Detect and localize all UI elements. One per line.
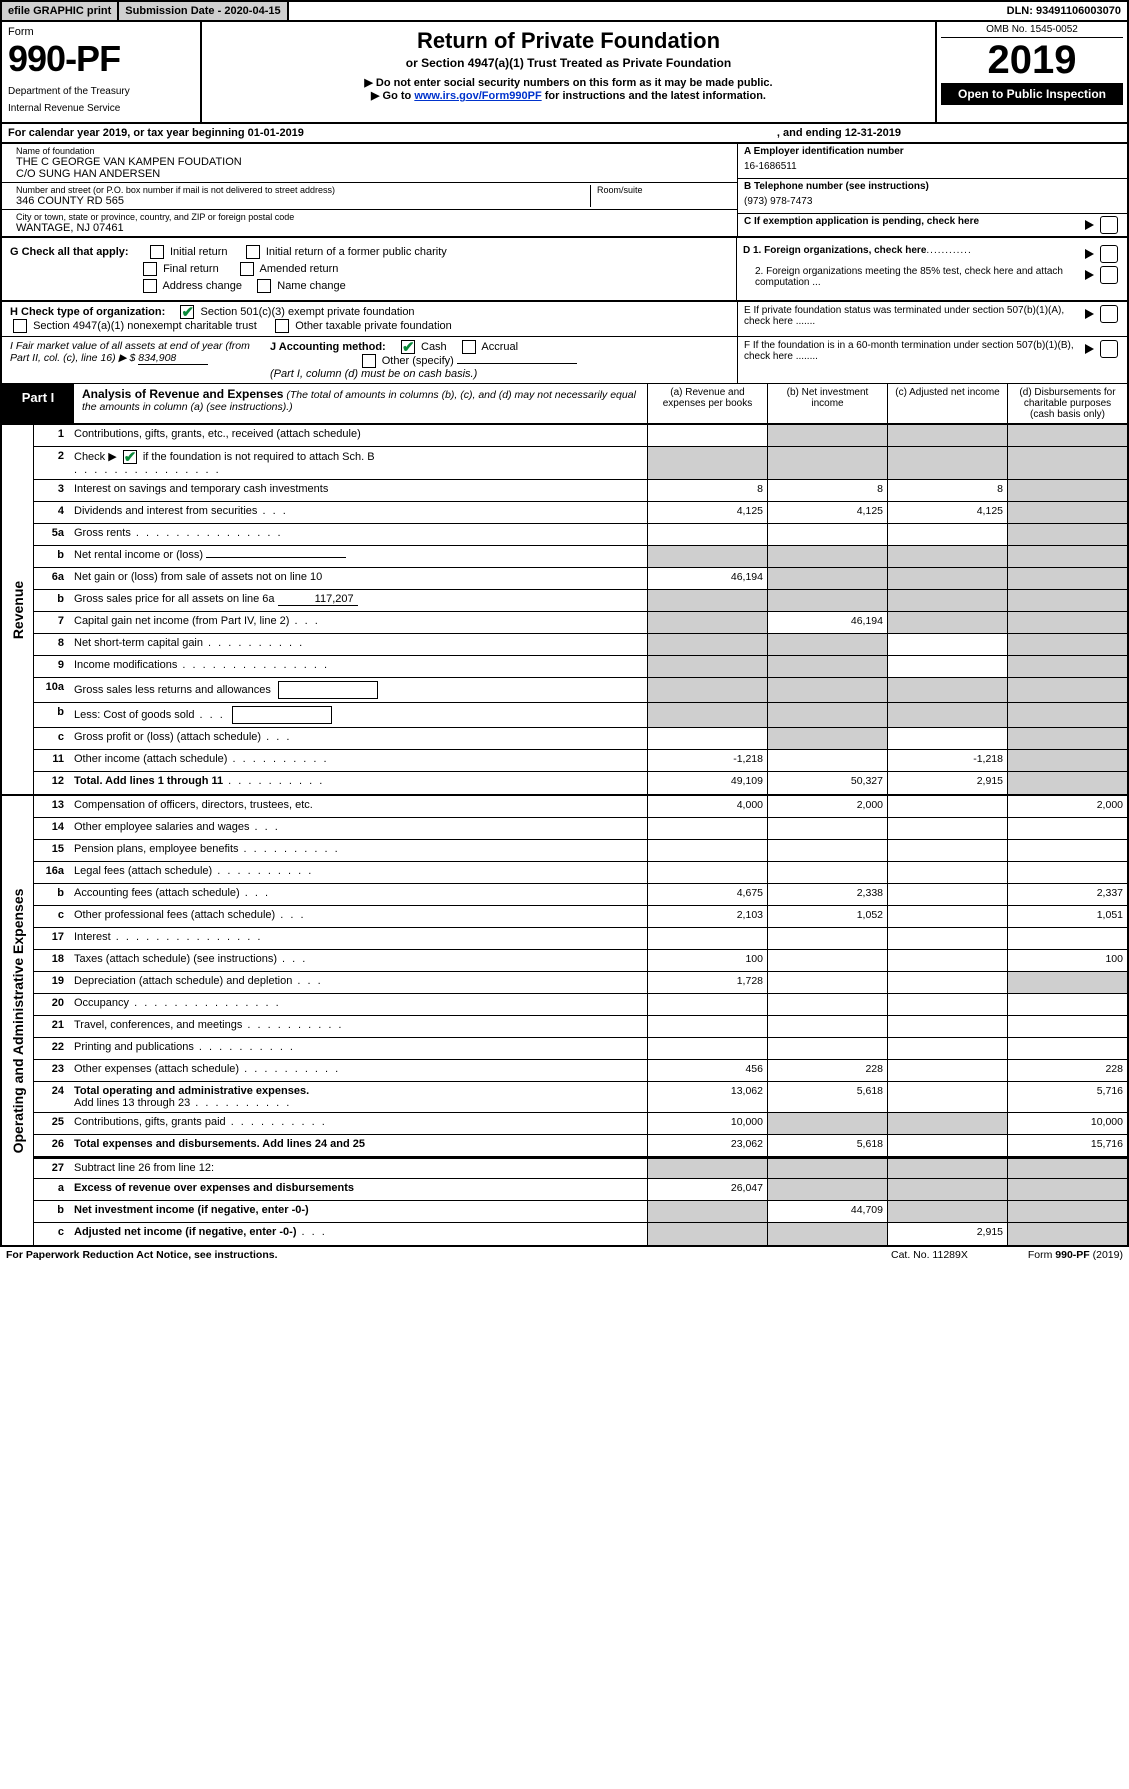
header-center: Return of Private Foundation or Section … <box>202 22 937 122</box>
top-bar: efile GRAPHIC print Submission Date - 20… <box>0 0 1129 22</box>
g-check-block: G Check all that apply: Initial return I… <box>2 238 737 300</box>
j-accounting: J Accounting method: Cash Accrual Other … <box>270 340 577 380</box>
checkbox-c[interactable] <box>1100 216 1118 234</box>
col-b-head: (b) Net investment income <box>767 384 887 423</box>
checkbox-d2[interactable] <box>1100 266 1118 284</box>
i-j-f-row: I Fair market value of all assets at end… <box>0 337 1129 384</box>
tax-year: 2019 <box>941 38 1123 83</box>
form-title: Return of Private Foundation <box>212 28 925 54</box>
calendar-year-row: For calendar year 2019, or tax year begi… <box>0 124 1129 144</box>
page-footer: For Paperwork Reduction Act Notice, see … <box>0 1247 1129 1263</box>
arrow-icon <box>1085 220 1094 230</box>
efile-label: efile GRAPHIC print <box>2 2 119 20</box>
expenses-side-label: Operating and Administrative Expenses <box>2 796 34 1245</box>
checkbox-amended-return[interactable] <box>240 262 254 276</box>
dept-treasury: Department of the Treasury <box>8 86 194 97</box>
checkbox-501c3[interactable] <box>180 305 194 319</box>
paperwork-notice: For Paperwork Reduction Act Notice, see … <box>6 1249 278 1261</box>
part-1-title: Analysis of Revenue and Expenses (The to… <box>74 384 647 423</box>
calyear-begin: For calendar year 2019, or tax year begi… <box>8 127 304 139</box>
col-d-head: (d) Disbursements for charitable purpose… <box>1007 384 1127 423</box>
form-number: 990-PF <box>8 38 194 80</box>
form-subtitle: or Section 4947(a)(1) Trust Treated as P… <box>212 56 925 70</box>
name-ein-block: Name of foundation THE C GEORGE VAN KAMP… <box>0 144 1129 237</box>
checkbox-d1[interactable] <box>1100 245 1118 263</box>
city-cell: City or town, state or province, country… <box>2 210 737 237</box>
phone-cell: B Telephone number (see instructions) (9… <box>738 179 1127 214</box>
arrow-icon <box>1085 249 1094 259</box>
revenue-side-label: Revenue <box>2 425 34 794</box>
cat-no: Cat. No. 11289X <box>891 1249 968 1261</box>
checkbox-other-method[interactable] <box>362 354 376 368</box>
revenue-table: Revenue 1Contributions, gifts, grants, e… <box>0 424 1129 796</box>
ein-cell: A Employer identification number 16-1686… <box>738 144 1127 179</box>
foundation-name-cell: Name of foundation THE C GEORGE VAN KAMP… <box>2 144 737 183</box>
expenses-table: Operating and Administrative Expenses 13… <box>0 796 1129 1247</box>
form-word: Form <box>8 26 194 38</box>
col-c-head: (c) Adjusted net income <box>887 384 1007 423</box>
arrow-icon <box>1085 344 1094 354</box>
checkbox-sch-b[interactable] <box>123 450 137 464</box>
arrow-icon <box>1085 309 1094 319</box>
checkbox-f[interactable] <box>1100 340 1118 358</box>
i-fmv: I Fair market value of all assets at end… <box>10 340 270 380</box>
h-e-row: H Check type of organization: Section 50… <box>0 302 1129 337</box>
checkbox-other-taxable[interactable] <box>275 319 289 333</box>
dln: DLN: 93491106003070 <box>1001 2 1127 20</box>
irs: Internal Revenue Service <box>8 103 194 114</box>
irs-link[interactable]: www.irs.gov/Form990PF <box>414 90 541 102</box>
checkbox-final-return[interactable] <box>143 262 157 276</box>
form-ref: Form 990-PF (2019) <box>1028 1249 1123 1261</box>
part-1-label: Part I <box>2 384 74 423</box>
open-to-public: Open to Public Inspection <box>941 83 1123 105</box>
omb-number: OMB No. 1545-0052 <box>941 24 1123 38</box>
instr-2: ▶ Go to www.irs.gov/Form990PF for instru… <box>212 89 925 102</box>
calyear-end: , and ending 12-31-2019 <box>777 127 901 139</box>
checkbox-initial-return[interactable] <box>150 245 164 259</box>
submission-date: Submission Date - 2020-04-15 <box>119 2 288 20</box>
c-exemption-cell: C If exemption application is pending, c… <box>738 214 1127 237</box>
g-d-section: G Check all that apply: Initial return I… <box>0 237 1129 302</box>
form-header: Form 990-PF Department of the Treasury I… <box>0 22 1129 124</box>
d-block: D 1. Foreign organizations, check here 2… <box>737 238 1127 300</box>
checkbox-address-change[interactable] <box>143 279 157 293</box>
header-left: Form 990-PF Department of the Treasury I… <box>2 22 202 122</box>
arrow-icon <box>1085 270 1094 280</box>
checkbox-cash[interactable] <box>401 340 415 354</box>
col-a-head: (a) Revenue and expenses per books <box>647 384 767 423</box>
checkbox-initial-former[interactable] <box>246 245 260 259</box>
street-row: Number and street (or P.O. box number if… <box>2 183 737 210</box>
checkbox-4947[interactable] <box>13 319 27 333</box>
checkbox-accrual[interactable] <box>462 340 476 354</box>
header-right: OMB No. 1545-0052 2019 Open to Public In… <box>937 22 1127 122</box>
checkbox-name-change[interactable] <box>257 279 271 293</box>
instr-1: ▶ Do not enter social security numbers o… <box>212 76 925 89</box>
checkbox-e[interactable] <box>1100 305 1118 323</box>
